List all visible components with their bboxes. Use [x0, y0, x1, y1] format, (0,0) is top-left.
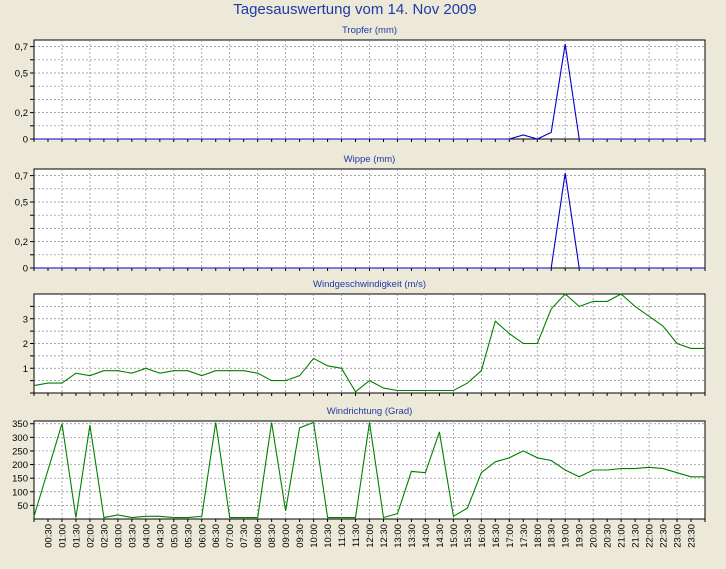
x-tick-label: 11:30: [351, 524, 362, 547]
x-tick-label: 19:30: [575, 524, 586, 548]
x-tick-label: 22:30: [659, 524, 670, 548]
y-tick-label: 0,7: [15, 42, 28, 53]
x-tick-label: 21:00: [617, 524, 628, 548]
y-tick-label: 0,5: [15, 198, 28, 209]
x-tick-label: 03:00: [113, 524, 124, 548]
x-tick-label: 16:30: [491, 524, 502, 548]
y-tick-label: 0: [23, 264, 28, 275]
y-tick-label: 100: [12, 487, 28, 498]
x-tick-label: 21:30: [631, 524, 642, 548]
x-tick-label: 00:30: [43, 524, 54, 548]
x-tick-label: 18:30: [547, 524, 558, 548]
chart-panel-1: 0 0,2 0,5 0,7 Tropfer (mm): [15, 25, 705, 146]
x-tick-label: 07:00: [225, 524, 236, 548]
x-tick-label: 19:00: [561, 524, 572, 548]
x-tick-label: 20:30: [603, 524, 614, 548]
chart-title: Tropfer (mm): [342, 25, 397, 36]
x-tick-label: 12:30: [379, 524, 390, 548]
x-tick-label: 23:30: [687, 524, 698, 548]
x-tick-label: 12:00: [365, 524, 376, 548]
y-tick-label: 200: [12, 460, 28, 471]
y-tick-label: 0,7: [15, 171, 28, 182]
x-tick-label: 20:00: [589, 524, 600, 548]
y-tick-label: 0,2: [15, 108, 28, 119]
x-tick-label: 17:00: [505, 524, 516, 548]
x-tick-label: 04:30: [155, 524, 166, 548]
y-tick-label: 0: [23, 135, 28, 146]
x-tick-label: 09:00: [281, 524, 292, 548]
x-tick-label: 05:30: [183, 524, 194, 548]
x-tick-label: 01:00: [57, 524, 68, 548]
y-tick-label: 350: [12, 419, 28, 430]
y-tick-label: 0,2: [15, 237, 28, 248]
chart-title: Windgeschwindigkeit (m/s): [313, 279, 426, 290]
x-tick-label: 13:00: [393, 524, 404, 548]
x-tick-label: 23:00: [673, 524, 684, 548]
x-tick-label: 08:30: [267, 524, 278, 548]
x-tick-label: 22:00: [645, 524, 656, 548]
y-tick-label: 250: [12, 446, 28, 457]
x-tick-label: 02:00: [85, 524, 96, 548]
page-title: Tagesauswertung vom 14. Nov 2009: [233, 1, 476, 18]
x-tick-label: 14:00: [421, 524, 432, 548]
x-tick-label: 03:30: [127, 524, 138, 548]
y-tick-label: 3: [23, 314, 28, 325]
x-tick-label: 13:30: [407, 524, 418, 548]
y-tick-label: 2: [23, 339, 28, 350]
y-tick-label: 150: [12, 474, 28, 485]
chart-panel-4: 50 100 150 200 250 300 350 Windrichtung (Grad): [12, 406, 705, 522]
x-tick-label: 02:30: [99, 524, 110, 548]
x-tick-label: 10:30: [323, 524, 334, 548]
x-tick-label: 11:00: [337, 524, 348, 547]
x-tick-label: 15:00: [449, 524, 460, 548]
x-tick-label: 07:30: [239, 524, 250, 548]
y-tick-label: 0,5: [15, 69, 28, 80]
chart-panel-3: 1 2 3 Windgeschwindigkeit (m/s): [23, 279, 705, 396]
y-tick-label: 50: [17, 501, 28, 512]
x-tick-label: 09:30: [295, 524, 306, 548]
x-tick-label: 01:30: [71, 524, 82, 548]
x-tick-label: 08:00: [253, 524, 264, 548]
x-tick-label: 06:00: [197, 524, 208, 548]
x-tick-label: 04:00: [141, 524, 152, 548]
y-tick-label: 1: [23, 364, 28, 375]
chart-title: Windrichtung (Grad): [327, 406, 413, 417]
x-tick-label: 06:30: [211, 524, 222, 548]
x-tick-label: 05:00: [169, 524, 180, 548]
x-tick-label: 10:00: [309, 524, 320, 548]
x-tick-label: 15:30: [463, 524, 474, 548]
x-tick-label: 16:00: [477, 524, 488, 548]
x-tick-label: 18:00: [533, 524, 544, 548]
chart-panel-2: 0 0,2 0,5 0,7 Wippe (mm): [15, 154, 705, 275]
chart-title: Wippe (mm): [344, 154, 396, 165]
x-tick-label: 17:30: [519, 524, 530, 548]
x-tick-label: 14:30: [435, 524, 446, 548]
y-tick-label: 300: [12, 433, 28, 444]
